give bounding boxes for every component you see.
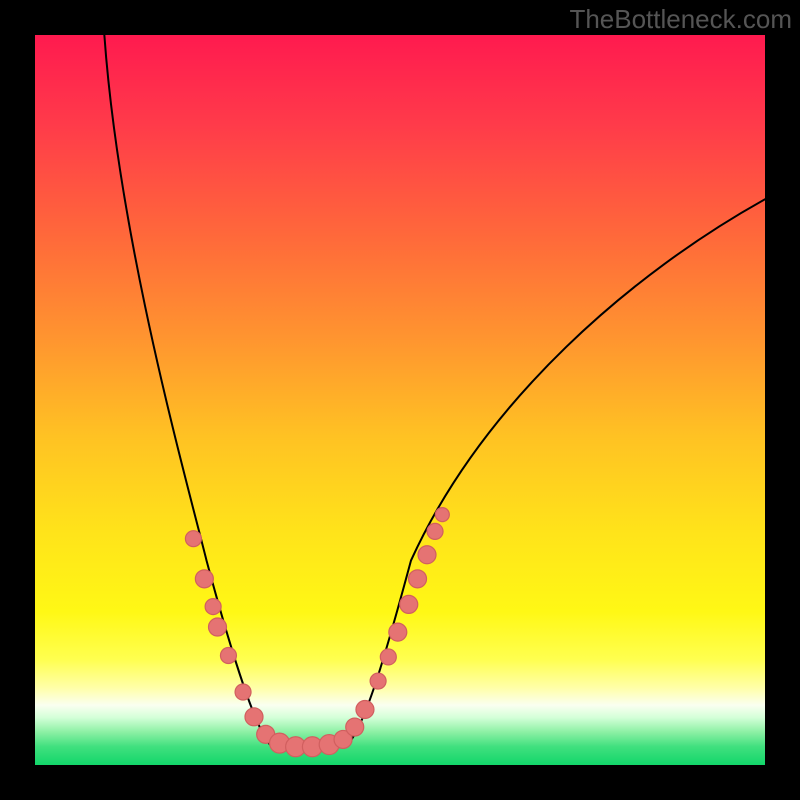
gradient-background — [35, 35, 765, 765]
curve-marker — [427, 523, 443, 539]
curve-marker — [435, 508, 449, 522]
curve-marker — [205, 599, 221, 615]
curve-marker — [195, 570, 213, 588]
curve-marker — [245, 708, 263, 726]
curve-marker — [389, 623, 407, 641]
curve-marker — [418, 546, 436, 564]
curve-marker — [370, 673, 386, 689]
bottleneck-chart — [35, 35, 765, 765]
watermark-text: TheBottleneck.com — [569, 4, 792, 35]
curve-marker — [185, 531, 201, 547]
curve-marker — [400, 595, 418, 613]
curve-marker — [356, 701, 374, 719]
curve-marker — [380, 649, 396, 665]
curve-marker — [346, 718, 364, 736]
curve-marker — [409, 570, 427, 588]
curve-marker — [235, 684, 251, 700]
curve-marker — [220, 648, 236, 664]
curve-marker — [209, 618, 227, 636]
chart-frame: TheBottleneck.com — [0, 0, 800, 800]
